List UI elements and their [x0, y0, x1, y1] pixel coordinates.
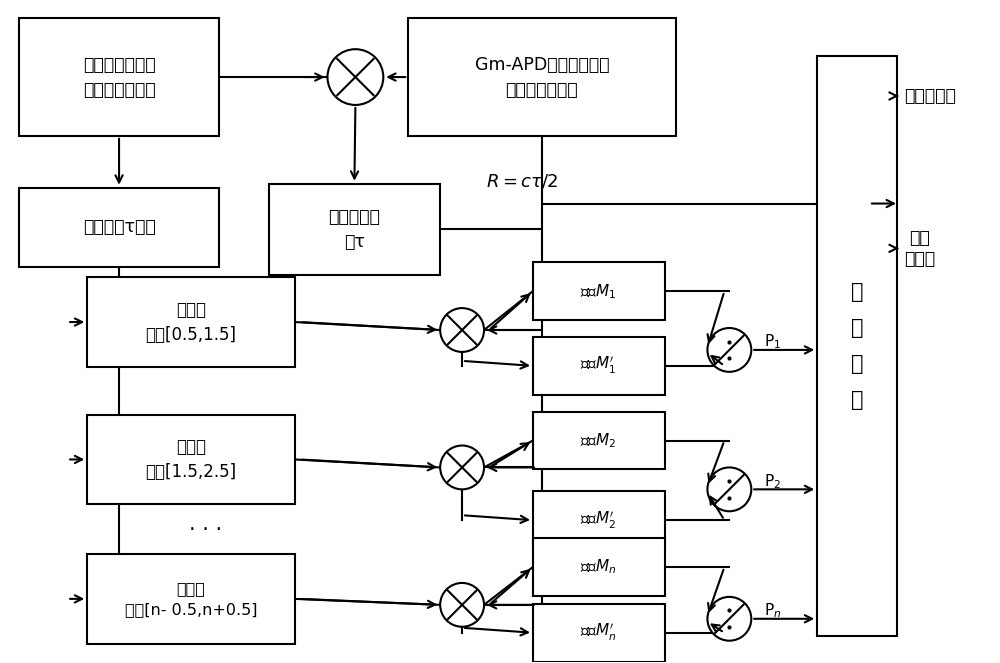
- Text: 计数$M_2'$: 计数$M_2'$: [580, 510, 617, 531]
- Bar: [533, 412, 665, 469]
- Text: 输出距离值: 输出距离值: [904, 87, 956, 105]
- Bar: [533, 491, 665, 549]
- Circle shape: [440, 446, 484, 489]
- Circle shape: [440, 583, 484, 627]
- Text: 信号发生器输出
的本振随机序列: 信号发生器输出 的本振随机序列: [83, 56, 155, 99]
- Text: 获得延迟时
间τ: 获得延迟时 间τ: [328, 208, 380, 251]
- Text: · · ·: · · ·: [189, 520, 222, 540]
- Text: P$_1$: P$_1$: [764, 333, 781, 351]
- Text: 计数$M_1$: 计数$M_1$: [580, 282, 617, 300]
- Text: 计
算
处
理: 计 算 处 理: [851, 282, 863, 410]
- Bar: [87, 414, 295, 505]
- Bar: [87, 277, 295, 367]
- Text: $R = c\tau / 2$: $R = c\tau / 2$: [486, 172, 558, 191]
- Circle shape: [707, 597, 751, 640]
- Text: Gm-APD单光子探测器
输出的探测结果: Gm-APD单光子探测器 输出的探测结果: [475, 56, 609, 99]
- Text: 计数$M_n$: 计数$M_n$: [580, 558, 617, 576]
- Text: 比较器
筛选[0.5,1.5]: 比较器 筛选[0.5,1.5]: [145, 300, 236, 343]
- Text: 计数$M_1'$: 计数$M_1'$: [580, 355, 617, 377]
- Text: 延迟时间τ补偿: 延迟时间τ补偿: [83, 218, 155, 237]
- Circle shape: [327, 49, 383, 105]
- Circle shape: [440, 308, 484, 352]
- Bar: [533, 604, 665, 662]
- Text: 比较器
筛选[n- 0.5,n+0.5]: 比较器 筛选[n- 0.5,n+0.5]: [125, 581, 257, 617]
- Circle shape: [707, 467, 751, 511]
- Text: 计数$M_n'$: 计数$M_n'$: [580, 622, 617, 643]
- Bar: [87, 554, 295, 644]
- Bar: [19, 188, 219, 267]
- Bar: [269, 184, 440, 275]
- Text: 计数$M_2$: 计数$M_2$: [580, 431, 617, 450]
- Circle shape: [707, 328, 751, 372]
- Text: P$_2$: P$_2$: [764, 472, 781, 491]
- Bar: [19, 19, 219, 136]
- Text: 比较器
筛选[1.5,2.5]: 比较器 筛选[1.5,2.5]: [145, 438, 236, 481]
- Bar: [533, 337, 665, 394]
- Bar: [533, 263, 665, 320]
- Bar: [533, 538, 665, 596]
- Bar: [817, 56, 897, 636]
- Bar: [408, 19, 676, 136]
- Text: 输出
强度值: 输出 强度值: [904, 229, 935, 268]
- Text: P$_n$: P$_n$: [764, 601, 782, 620]
